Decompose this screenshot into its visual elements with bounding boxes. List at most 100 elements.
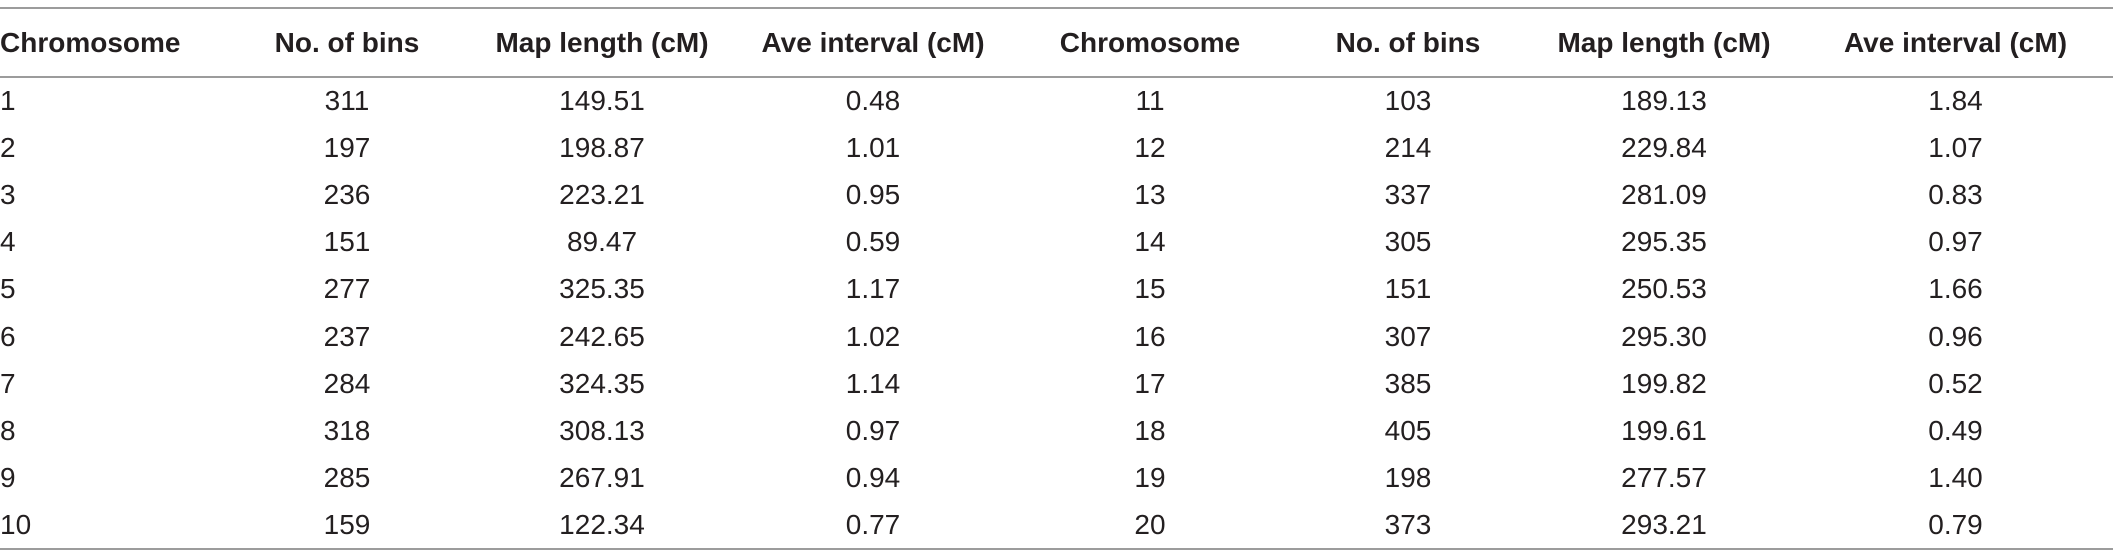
cell-chromosome: 10: [0, 508, 32, 540]
header-ave-interval: Ave interval (cM): [761, 26, 985, 58]
cell-ave-interval-2: 1.84: [1928, 85, 1983, 117]
table-row: 4 151 89.47 0.59 14 305 295.35 0.97: [0, 219, 2113, 266]
cell-chromosome: 6: [0, 320, 16, 352]
cell-no-of-bins: 284: [323, 367, 371, 399]
cell-chromosome: 9: [0, 462, 16, 494]
table-row: 2 197 198.87 1.01 12 214 229.84 1.07: [0, 124, 2113, 171]
table-row: 6 237 242.65 1.02 16 307 295.30 0.96: [0, 313, 2113, 360]
cell-ave-interval: 0.77: [845, 508, 901, 540]
cell-map-length: 89.47: [566, 226, 638, 258]
cell-chromosome-2: 17: [1134, 367, 1166, 399]
cell-map-length-2: 295.35: [1621, 226, 1707, 258]
cell-ave-interval: 0.97: [845, 414, 901, 446]
cell-map-length-2: 293.21: [1621, 508, 1707, 540]
cell-no-of-bins: 285: [323, 462, 371, 494]
cell-map-length-2: 281.09: [1621, 178, 1707, 210]
cell-no-of-bins: 311: [324, 85, 370, 117]
header-ave-interval-2: Ave interval (cM): [1843, 26, 2068, 58]
table-row: 5 277 325.35 1.17 15 151 250.53 1.66: [0, 266, 2113, 313]
chromosome-map-table: Chromosome No. of bins Map length (cM) A…: [0, 7, 2113, 550]
table-body: 1 311 149.51 0.48 11 103 189.13 1.84 2 197 198.87 1…: [0, 77, 2113, 549]
cell-ave-interval-2: 0.79: [1928, 508, 1983, 540]
table-header: Chromosome No. of bins Map length (cM) A…: [0, 8, 2113, 77]
cell-chromosome-2: 14: [1134, 226, 1166, 258]
cell-no-of-bins-2: 198: [1384, 462, 1432, 494]
cell-ave-interval: 1.14: [845, 367, 901, 399]
cell-map-length: 122.34: [559, 508, 645, 540]
cell-chromosome-2: 12: [1134, 131, 1166, 163]
cell-ave-interval: 1.17: [845, 273, 901, 305]
header-chromosome-2: Chromosome: [1059, 26, 1241, 58]
cell-chromosome-2: 20: [1134, 508, 1166, 540]
cell-chromosome-2: 16: [1134, 320, 1166, 352]
cell-map-length-2: 277.57: [1621, 462, 1707, 494]
cell-ave-interval-2: 0.49: [1928, 414, 1983, 446]
cell-chromosome-2: 11: [1135, 85, 1165, 117]
cell-map-length-2: 250.53: [1621, 273, 1707, 305]
cell-ave-interval: 0.94: [845, 462, 901, 494]
cell-chromosome: 8: [0, 414, 16, 446]
cell-no-of-bins-2: 373: [1384, 508, 1432, 540]
cell-no-of-bins-2: 151: [1384, 273, 1432, 305]
cell-ave-interval-2: 1.07: [1928, 131, 1983, 163]
cell-chromosome: 1: [0, 85, 16, 117]
cell-no-of-bins-2: 405: [1384, 414, 1432, 446]
cell-no-of-bins-2: 337: [1384, 178, 1432, 210]
table-row: 10 159 122.34 0.77 20 373 293.21 0.79: [0, 502, 2113, 549]
table-row: 3 236 223.21 0.95 13 337 281.09 0.83: [0, 171, 2113, 218]
cell-map-length: 223.21: [559, 178, 645, 210]
cell-no-of-bins: 236: [323, 178, 371, 210]
table-row: 8 318 308.13 0.97 18 405 199.61 0.49: [0, 407, 2113, 454]
cell-map-length: 267.91: [559, 462, 645, 494]
cell-map-length: 325.35: [559, 273, 645, 305]
header-no-of-bins-2: No. of bins: [1335, 26, 1481, 58]
cell-no-of-bins-2: 385: [1384, 367, 1432, 399]
cell-ave-interval-2: 0.97: [1928, 226, 1983, 258]
cell-chromosome: 4: [0, 226, 16, 258]
cell-no-of-bins-2: 307: [1384, 320, 1432, 352]
header-map-length-2: Map length (cM): [1557, 26, 1771, 58]
cell-map-length-2: 199.61: [1621, 414, 1707, 446]
cell-chromosome-2: 18: [1134, 414, 1166, 446]
cell-chromosome-2: 19: [1134, 462, 1166, 494]
cell-no-of-bins: 318: [323, 414, 371, 446]
cell-map-length-2: 229.84: [1621, 131, 1707, 163]
cell-ave-interval: 1.01: [845, 131, 901, 163]
cell-chromosome: 3: [0, 178, 16, 210]
cell-ave-interval-2: 0.52: [1928, 367, 1983, 399]
cell-map-length: 242.65: [559, 320, 645, 352]
cell-ave-interval: 0.48: [845, 85, 901, 117]
cell-no-of-bins: 159: [323, 508, 371, 540]
cell-chromosome: 2: [0, 131, 16, 163]
cell-map-length: 308.13: [559, 414, 645, 446]
cell-map-length: 198.87: [559, 131, 645, 163]
header-chromosome: Chromosome: [0, 26, 181, 58]
cell-chromosome: 5: [0, 273, 16, 305]
cell-no-of-bins-2: 214: [1384, 131, 1432, 163]
cell-chromosome-2: 15: [1134, 273, 1166, 305]
cell-ave-interval: 0.59: [845, 226, 901, 258]
cell-ave-interval-2: 0.83: [1928, 178, 1983, 210]
cell-ave-interval: 1.02: [845, 320, 901, 352]
cell-ave-interval: 0.95: [845, 178, 901, 210]
cell-map-length: 149.51: [559, 85, 645, 117]
cell-chromosome-2: 13: [1134, 178, 1166, 210]
cell-ave-interval-2: 1.66: [1928, 273, 1983, 305]
cell-map-length-2: 295.30: [1621, 320, 1707, 352]
cell-no-of-bins: 237: [323, 320, 371, 352]
cell-map-length-2: 199.82: [1621, 367, 1707, 399]
table-row: 1 311 149.51 0.48 11 103 189.13 1.84: [0, 77, 2113, 124]
cell-no-of-bins: 151: [323, 226, 371, 258]
cell-map-length: 324.35: [559, 367, 645, 399]
cell-map-length-2: 189.13: [1621, 85, 1707, 117]
cell-no-of-bins-2: 103: [1384, 85, 1432, 117]
cell-no-of-bins: 277: [323, 273, 371, 305]
cell-ave-interval-2: 1.40: [1928, 462, 1983, 494]
header-map-length: Map length (cM): [495, 26, 709, 58]
header-no-of-bins: No. of bins: [274, 26, 420, 58]
table-row: 9 285 267.91 0.94 19 198 277.57 1.40: [0, 455, 2113, 502]
cell-ave-interval-2: 0.96: [1928, 320, 1983, 352]
header-row: Chromosome No. of bins Map length (cM) A…: [0, 8, 2113, 77]
cell-chromosome: 7: [0, 367, 16, 399]
